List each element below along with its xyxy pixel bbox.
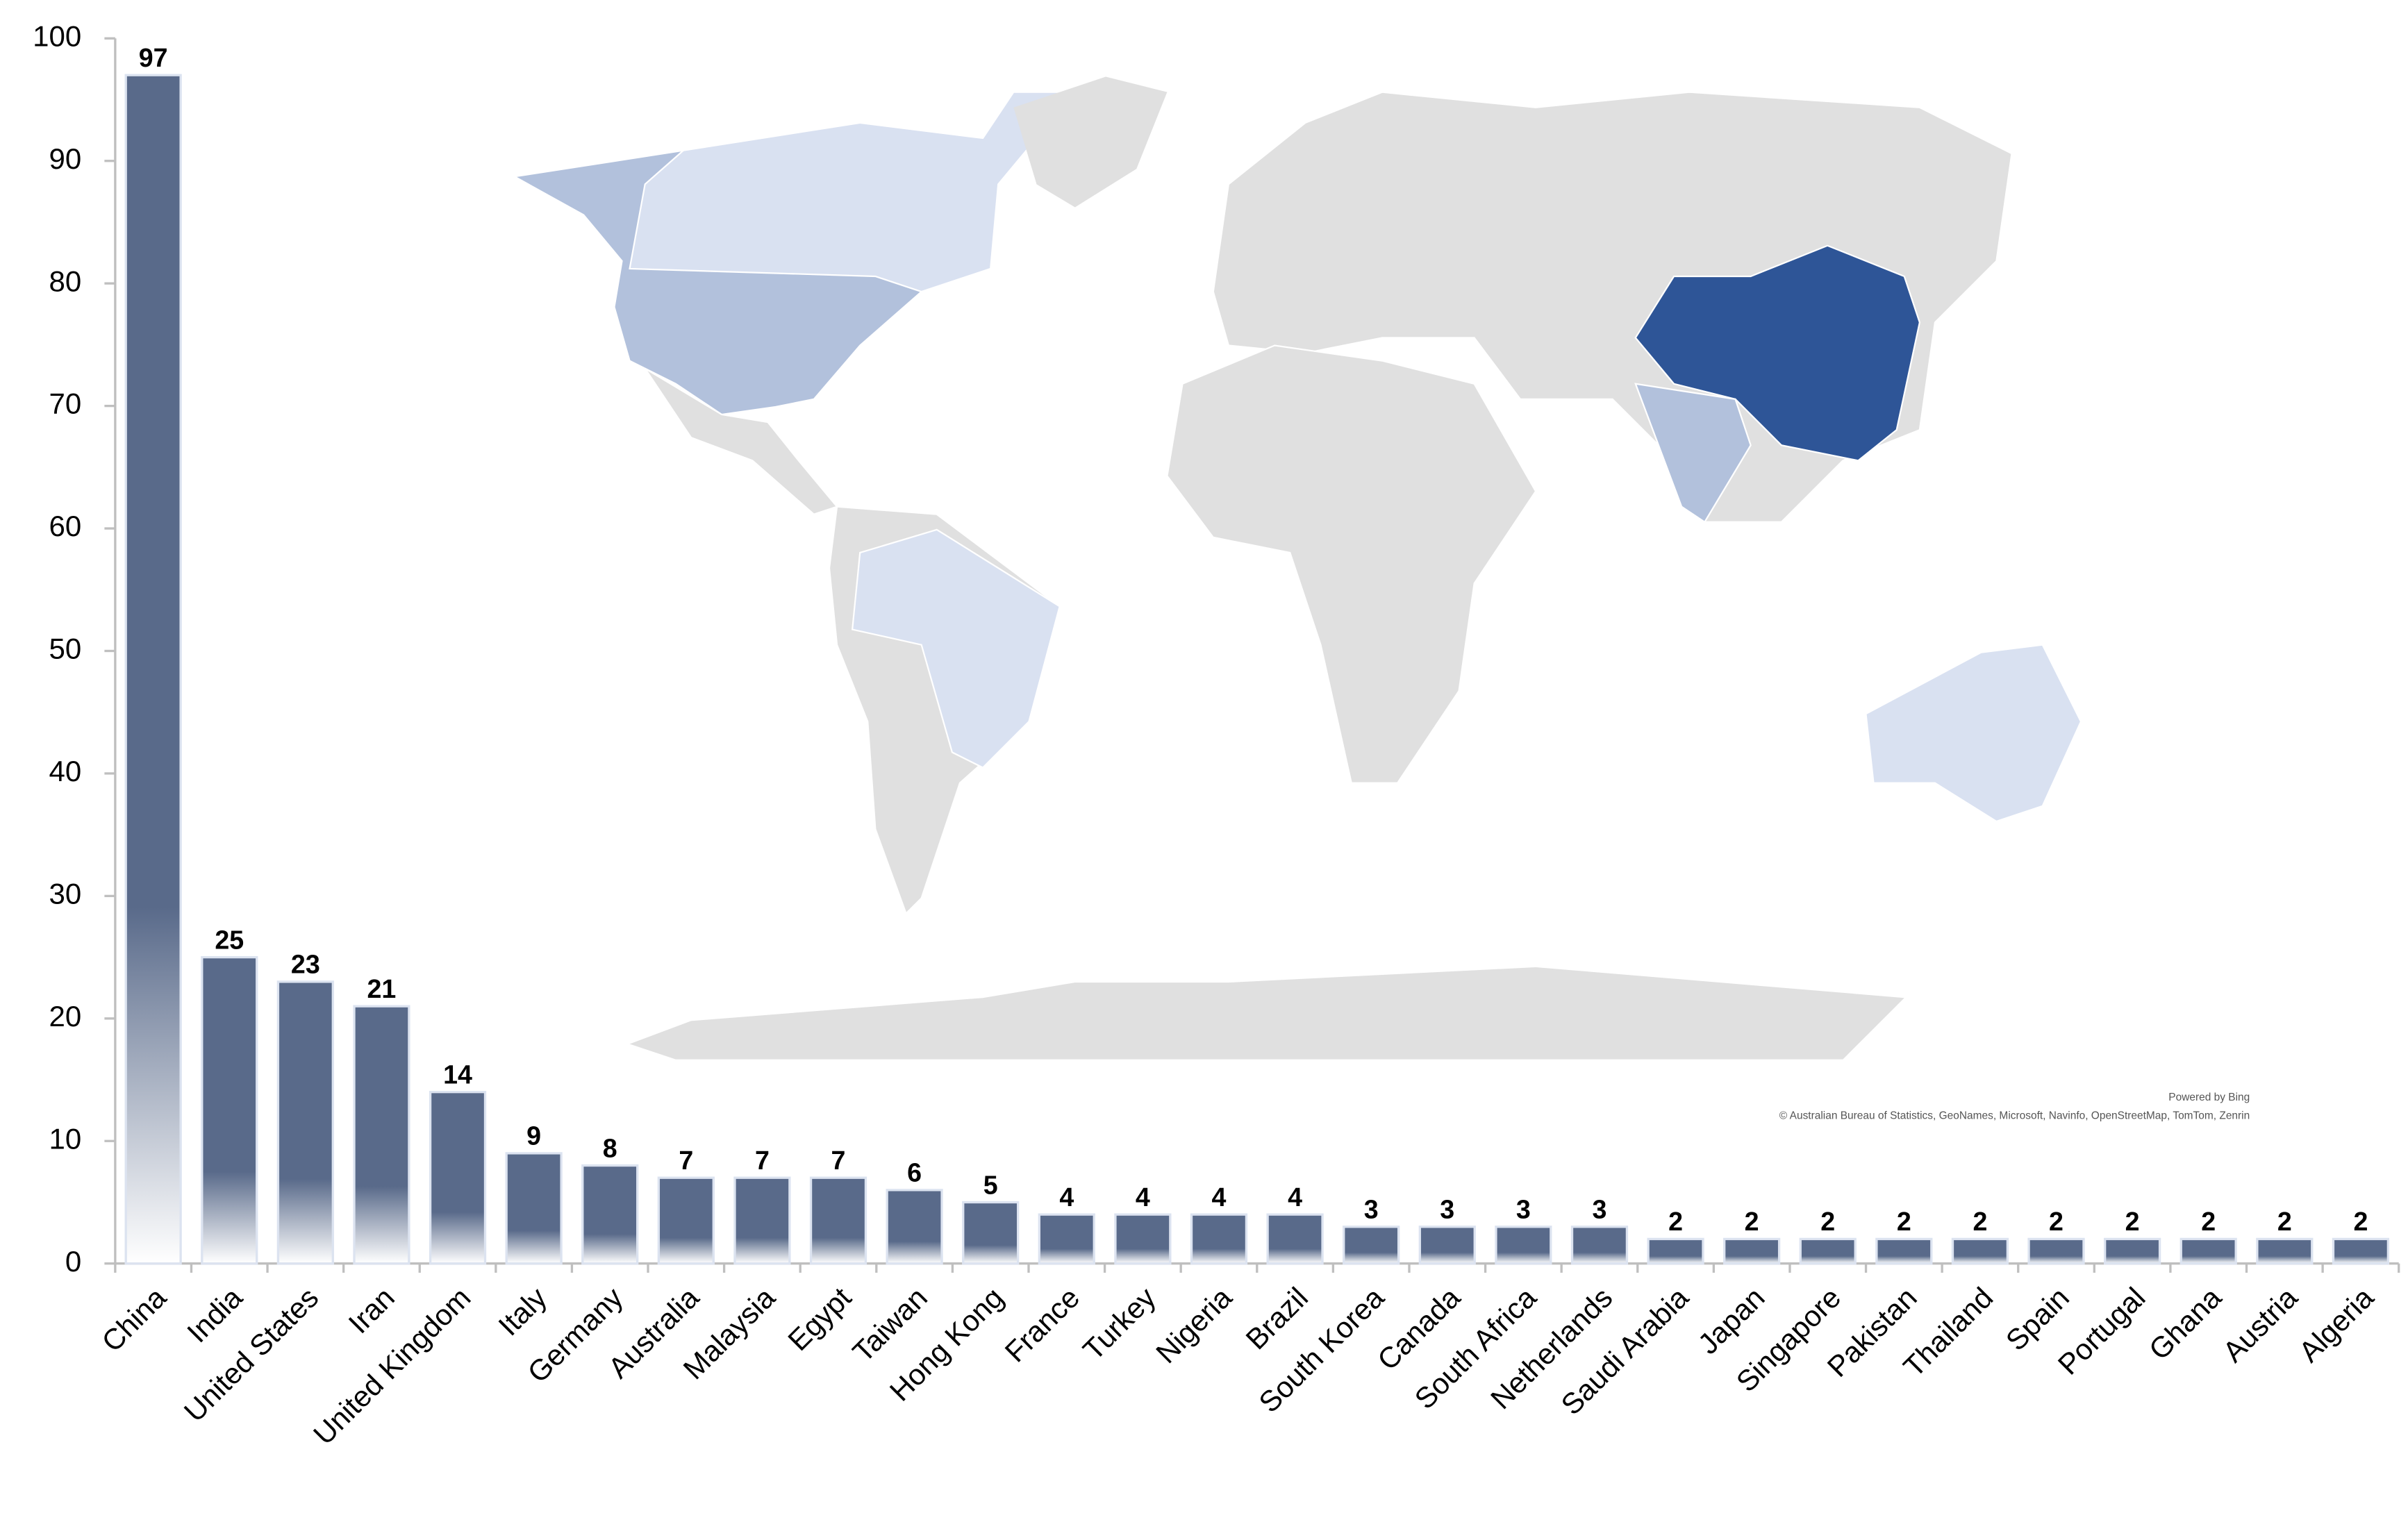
value-label: 2 (1820, 1207, 1835, 1236)
bar (1799, 1237, 1857, 1265)
bar (2179, 1237, 2237, 1265)
value-label: 2 (2125, 1207, 2140, 1236)
value-label: 2 (2201, 1207, 2216, 1236)
y-tick-label: 70 (49, 387, 81, 420)
value-label: 5 (983, 1170, 998, 1199)
bar (1723, 1237, 1781, 1265)
bar (1570, 1226, 1629, 1265)
y-tick-label: 30 (49, 877, 81, 910)
map-credit: Powered by Bing (2168, 1092, 2250, 1103)
bar (581, 1164, 639, 1265)
x-tick-label: Algeria (2293, 1280, 2380, 1368)
value-label: 4 (1212, 1182, 1227, 1212)
y-tick-label: 80 (49, 265, 81, 297)
value-label: 4 (1288, 1182, 1302, 1212)
map-greenland (1013, 76, 1168, 208)
x-tick-label: Nigeria (1149, 1280, 1238, 1369)
value-label: 3 (1593, 1195, 1607, 1224)
value-label: 21 (367, 974, 397, 1003)
bar (1647, 1237, 1704, 1265)
bar (276, 980, 334, 1265)
value-label: 4 (1136, 1182, 1150, 1212)
map-india (1634, 383, 1752, 524)
bar (2104, 1237, 2161, 1265)
value-label: 4 (1059, 1182, 1074, 1212)
bar (2332, 1237, 2390, 1265)
value-label: 2 (1897, 1207, 1911, 1236)
bar (2256, 1237, 2314, 1265)
bar (201, 955, 258, 1265)
value-label: 97 (139, 43, 168, 72)
value-label: 2 (1745, 1207, 1759, 1236)
bar (505, 1152, 563, 1265)
value-label: 3 (1440, 1195, 1454, 1224)
bar (353, 1005, 410, 1265)
map-canada (629, 91, 1077, 293)
value-label: 7 (831, 1146, 846, 1175)
x-tick-label: Ghana (2143, 1280, 2228, 1366)
bar (124, 74, 182, 1265)
map-brazil (851, 528, 1061, 769)
value-label: 14 (443, 1060, 472, 1089)
bar (733, 1176, 791, 1265)
world-map: Powered by Bing © Australian Bureau of S… (512, 76, 2250, 1122)
bar (1418, 1226, 1476, 1265)
value-label: 7 (755, 1146, 770, 1175)
y-tick-label: 90 (49, 142, 81, 175)
x-tick-label: Turkey (1077, 1281, 1162, 1366)
map-credit: © Australian Bureau of Statistics, GeoNa… (1779, 1110, 2250, 1122)
x-tick-label: France (999, 1281, 1086, 1369)
value-label: 23 (291, 950, 320, 979)
y-tick-label: 0 (65, 1245, 81, 1278)
map-china (1634, 244, 1920, 462)
bar (2027, 1237, 2085, 1265)
x-tick-label: Italy (492, 1281, 553, 1342)
y-tick-label: 20 (49, 1000, 81, 1033)
value-label: 2 (1973, 1207, 1987, 1236)
bar (1343, 1226, 1400, 1265)
bar (1114, 1213, 1172, 1265)
y-tick-label: 40 (49, 755, 81, 787)
value-label: 3 (1516, 1195, 1531, 1224)
value-label: 2 (2049, 1207, 2064, 1236)
bar (1495, 1226, 1552, 1265)
value-label: 2 (2277, 1207, 2292, 1236)
x-tick-label: China (95, 1280, 172, 1357)
bar (1875, 1237, 1933, 1265)
bar (809, 1176, 867, 1265)
bar (429, 1091, 487, 1265)
x-tick-label: India (181, 1280, 249, 1348)
y-tick-label: 10 (49, 1122, 81, 1155)
bar (1951, 1237, 2009, 1265)
value-label: 3 (1364, 1195, 1379, 1224)
bar (657, 1176, 715, 1265)
map-australia (1865, 644, 2082, 823)
y-tick-label: 50 (49, 633, 81, 665)
bar (1038, 1213, 1095, 1265)
value-label: 25 (215, 925, 244, 954)
bar (886, 1189, 943, 1265)
x-tick-label: Iran (342, 1281, 401, 1339)
value-label: 7 (679, 1146, 693, 1175)
bar (1266, 1213, 1324, 1265)
value-label: 9 (526, 1121, 541, 1151)
map-africa (1166, 344, 1537, 784)
value-label: 6 (907, 1158, 922, 1187)
value-label: 2 (1668, 1207, 1683, 1236)
bar (1190, 1213, 1248, 1265)
y-tick-label: 60 (49, 510, 81, 542)
value-label: 2 (2353, 1207, 2368, 1236)
y-tick-label: 100 (33, 19, 81, 52)
map-antarctica (629, 967, 1904, 1060)
x-tick-label: Austria (2216, 1280, 2304, 1368)
value-label: 8 (603, 1133, 617, 1162)
bar (962, 1201, 1020, 1265)
x-tick-label: United States (178, 1281, 325, 1428)
